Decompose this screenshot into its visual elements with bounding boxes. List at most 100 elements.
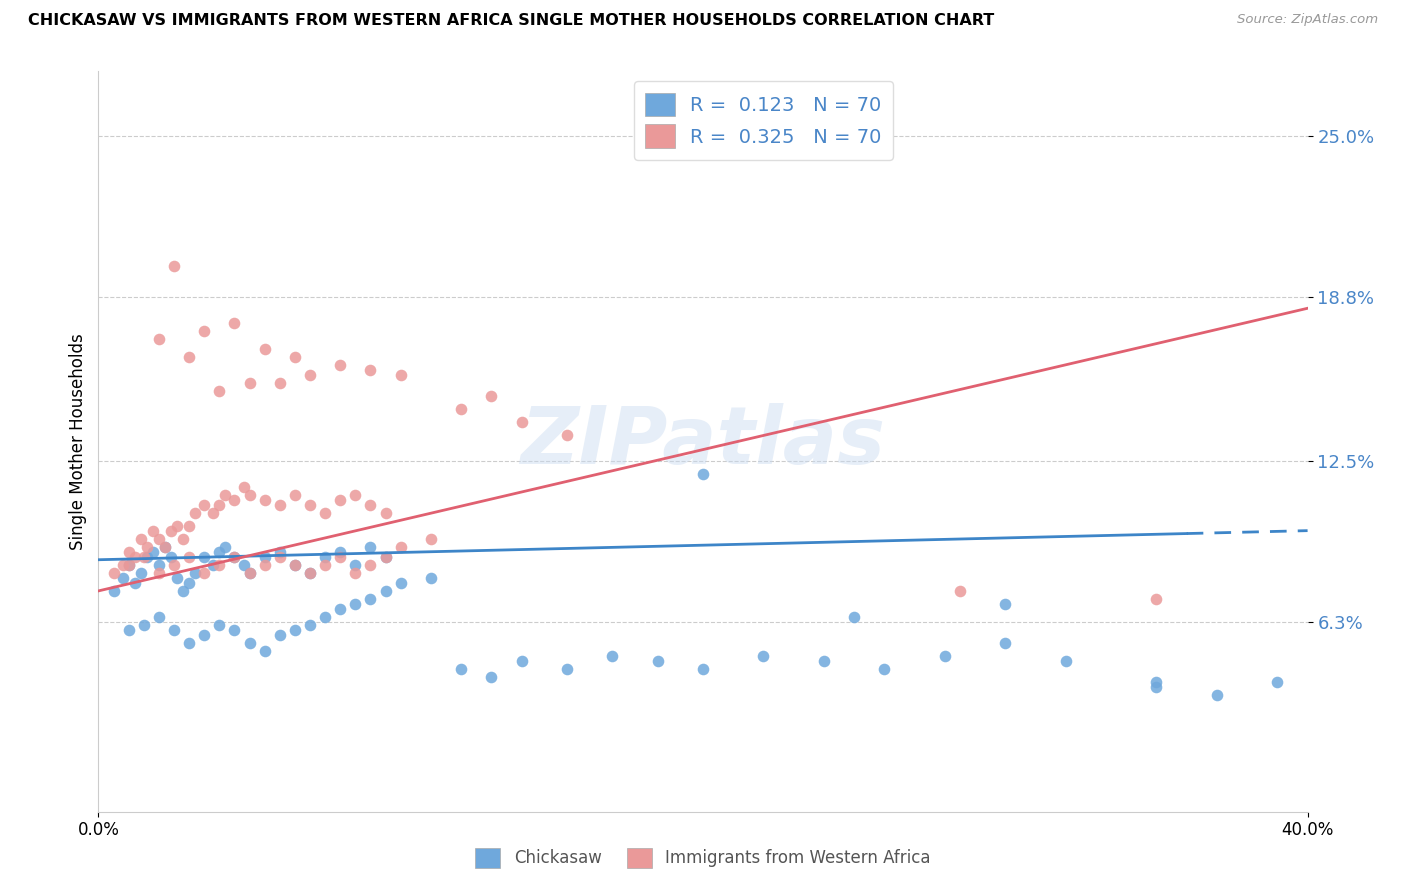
Point — [374, 550, 396, 565]
Point — [1206, 688, 1229, 702]
Point — [389, 368, 412, 383]
Point — [148, 332, 170, 346]
Point — [481, 670, 503, 684]
Point — [132, 617, 155, 632]
Point — [555, 428, 578, 442]
Point — [239, 566, 262, 580]
Point — [420, 571, 443, 585]
Point — [224, 550, 246, 565]
Text: ZIPatlas: ZIPatlas — [520, 402, 886, 481]
Point — [450, 662, 472, 676]
Point — [329, 602, 352, 616]
Point — [374, 583, 396, 598]
Point — [193, 550, 215, 565]
Point — [193, 324, 215, 338]
Point — [179, 636, 201, 650]
Y-axis label: Single Mother Households: Single Mother Households — [69, 334, 87, 549]
Point — [163, 259, 186, 273]
Point — [481, 389, 503, 403]
Point — [179, 350, 201, 364]
Point — [224, 316, 246, 330]
Point — [224, 623, 246, 637]
Point — [284, 558, 307, 572]
Point — [994, 636, 1017, 650]
Point — [602, 648, 624, 663]
Point — [193, 566, 215, 580]
Point — [142, 545, 165, 559]
Point — [269, 498, 291, 512]
Point — [224, 550, 246, 565]
Point — [129, 566, 152, 580]
Point — [253, 493, 276, 508]
Point — [555, 662, 578, 676]
Point — [193, 628, 215, 642]
Point — [510, 415, 533, 429]
Point — [299, 566, 322, 580]
Point — [314, 550, 336, 565]
Point — [450, 402, 472, 417]
Point — [949, 583, 972, 598]
Point — [111, 571, 134, 585]
Point — [253, 643, 276, 657]
Point — [692, 467, 714, 481]
Point — [232, 558, 254, 572]
Point — [160, 524, 183, 538]
Text: CHICKASAW VS IMMIGRANTS FROM WESTERN AFRICA SINGLE MOTHER HOUSEHOLDS CORRELATION: CHICKASAW VS IMMIGRANTS FROM WESTERN AFR… — [28, 13, 994, 29]
Point — [299, 566, 322, 580]
Point — [284, 488, 307, 502]
Point — [510, 654, 533, 668]
Point — [148, 532, 170, 546]
Point — [214, 488, 236, 502]
Point — [172, 583, 194, 598]
Point — [163, 623, 186, 637]
Point — [344, 488, 367, 502]
Point — [873, 662, 896, 676]
Point — [160, 550, 183, 565]
Point — [1144, 591, 1167, 606]
Point — [299, 368, 322, 383]
Point — [148, 610, 170, 624]
Point — [124, 550, 146, 565]
Point — [193, 498, 215, 512]
Point — [124, 576, 146, 591]
Point — [118, 623, 141, 637]
Point — [132, 550, 155, 565]
Point — [118, 558, 141, 572]
Point — [314, 506, 336, 520]
Point — [994, 597, 1017, 611]
Point — [360, 498, 382, 512]
Point — [329, 493, 352, 508]
Point — [1267, 674, 1289, 689]
Point — [103, 566, 125, 580]
Point — [153, 540, 176, 554]
Point — [142, 524, 165, 538]
Point — [179, 519, 201, 533]
Point — [184, 566, 207, 580]
Point — [208, 558, 231, 572]
Point — [135, 550, 157, 565]
Legend: R =  0.123   N = 70, R =  0.325   N = 70: R = 0.123 N = 70, R = 0.325 N = 70 — [634, 81, 893, 160]
Point — [329, 545, 352, 559]
Point — [1054, 654, 1077, 668]
Point — [269, 545, 291, 559]
Point — [166, 519, 188, 533]
Point — [253, 343, 276, 357]
Point — [184, 506, 207, 520]
Point — [118, 558, 141, 572]
Point — [934, 648, 956, 663]
Point — [360, 558, 382, 572]
Point — [214, 540, 236, 554]
Point — [239, 488, 262, 502]
Point — [813, 654, 835, 668]
Point — [284, 350, 307, 364]
Point — [752, 648, 775, 663]
Point — [179, 550, 201, 565]
Point — [232, 480, 254, 494]
Point — [344, 597, 367, 611]
Point — [253, 558, 276, 572]
Point — [374, 550, 396, 565]
Point — [844, 610, 866, 624]
Point — [647, 654, 669, 668]
Point — [111, 558, 134, 572]
Point — [202, 506, 225, 520]
